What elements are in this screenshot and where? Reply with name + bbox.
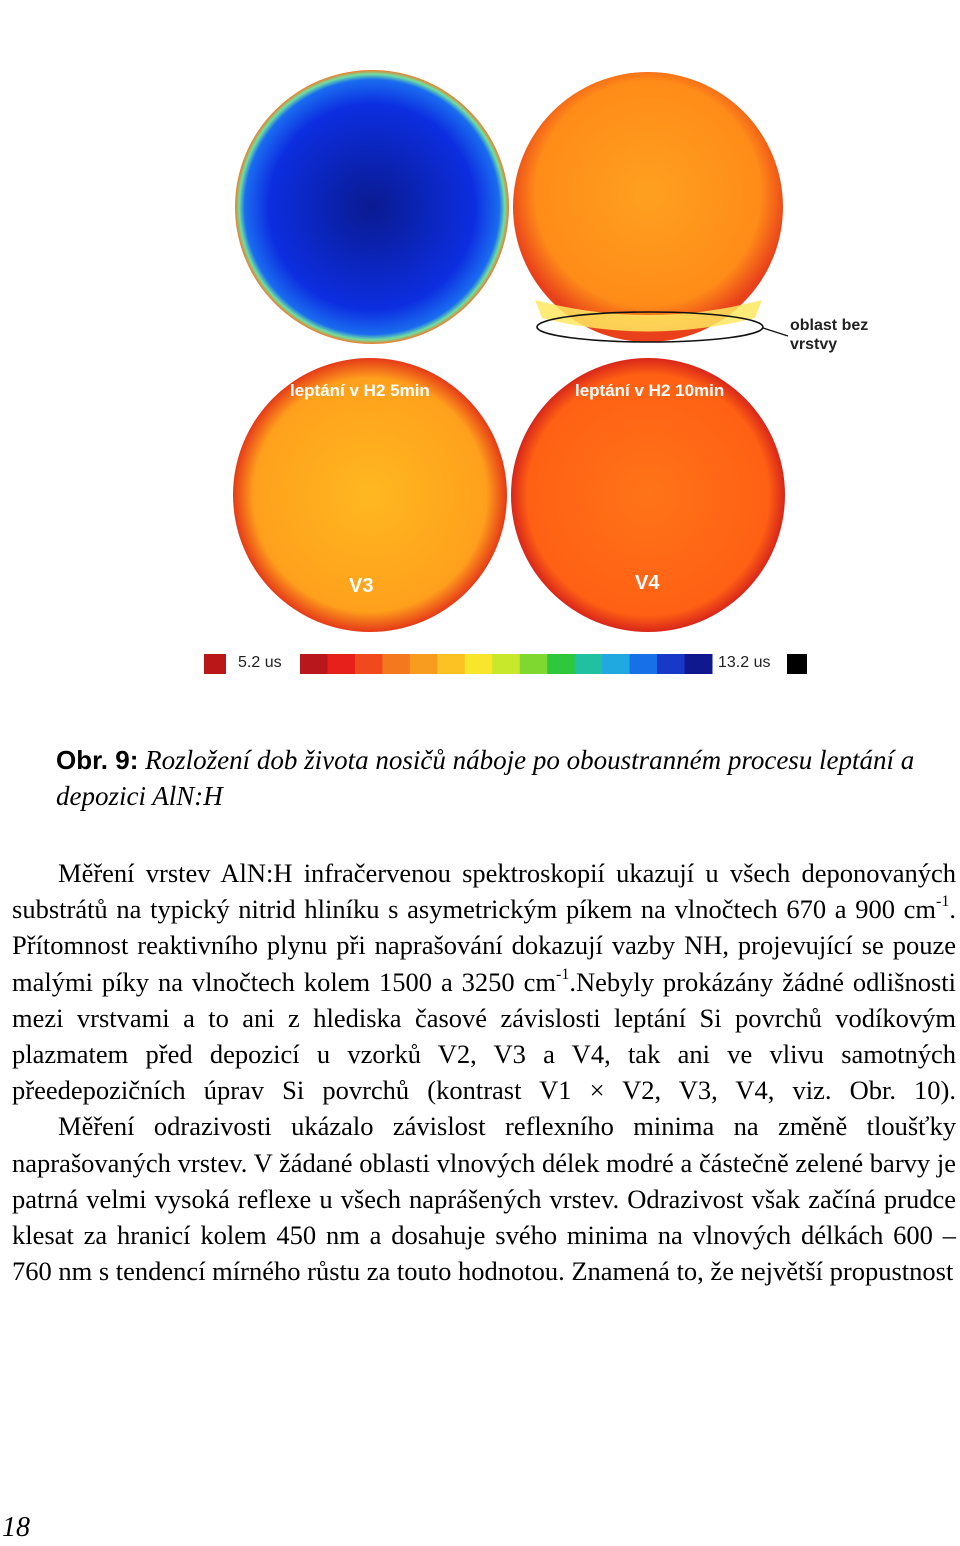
- body-text: Měření vrstev AlN:H infračervenou spektr…: [12, 855, 956, 1289]
- scale-max-swatch: [787, 654, 807, 674]
- scale-segment: [629, 654, 658, 674]
- paragraph-1: Měření vrstev AlN:H infračervenou spektr…: [12, 855, 956, 1108]
- sample-v2-wafer: [513, 72, 783, 342]
- scale-segment: [574, 654, 603, 674]
- figure-caption: Obr. 9: Rozložení dob života nosičů nábo…: [56, 742, 946, 814]
- scale-segment: [547, 654, 576, 674]
- sample-v1-wafer: [235, 70, 509, 344]
- sample-v1-caption: vzorek bez leptání H2: [270, 34, 443, 53]
- scale-segment: [492, 654, 521, 674]
- superscript-2: -1: [555, 965, 570, 983]
- figure-caption-label: Obr. 9:: [56, 745, 139, 775]
- sample-v2-id: V2: [631, 1, 656, 23]
- sample-v3-caption: leptání v H2 5min: [290, 381, 430, 400]
- sample-v3-id: V3: [349, 575, 374, 597]
- scale-segment: [437, 654, 466, 674]
- paragraph-1-part-1: Měření vrstev AlN:H infračervenou spektr…: [12, 858, 956, 925]
- scale-segment: [657, 654, 686, 674]
- paragraph-1-part-3: .Nebyly prokázány žádné odlišnosti mezi …: [12, 966, 956, 1106]
- sample-v2-uncoated-band: [535, 300, 762, 332]
- scale-min-swatch: [204, 654, 226, 674]
- sample-v4-id: V4: [635, 572, 660, 594]
- scale-segment: [300, 654, 328, 674]
- color-scale: [204, 654, 807, 674]
- sample-v2-caption: leptání v H2 1 min: [570, 37, 715, 56]
- scale-segment: [409, 654, 438, 674]
- scale-max-label: 13.2 us: [718, 654, 771, 671]
- scale-segment: [382, 654, 411, 674]
- figure-caption-text: Rozložení dob života nosičů náboje po ob…: [56, 745, 915, 811]
- annotation-label: oblast bez vrstvy: [790, 317, 869, 353]
- sample-v4-wafer: [511, 358, 785, 632]
- uncoated-area-ellipse: [536, 311, 764, 343]
- lifetime-map-image: [204, 70, 807, 674]
- sample-v4-caption: leptání v H2 10min: [575, 381, 725, 400]
- page-number: 18: [2, 1512, 30, 1543]
- sample-v3-wafer: [233, 358, 507, 632]
- superscript-1: -1: [936, 893, 950, 911]
- scale-segment: [602, 654, 631, 674]
- scale-segment: [519, 654, 548, 674]
- scale-segment: [354, 654, 383, 674]
- scale-min-label: 5.2 us: [238, 654, 282, 671]
- lifetime-map-figure: V1 vzorek bez leptání H2 V2 leptání v H2…: [0, 0, 960, 700]
- paragraph-2: Měření odrazivosti ukázalo závislost ref…: [12, 1111, 956, 1287]
- annotation-pointer: [762, 327, 789, 337]
- scale-segment: [464, 654, 493, 674]
- sample-v1-id: V1: [357, 1, 382, 23]
- scale-segment: [684, 654, 713, 674]
- scale-segment: [327, 654, 356, 674]
- paragraph-1-part-2: . Přítomnost reaktivního plynu při napra…: [12, 894, 956, 997]
